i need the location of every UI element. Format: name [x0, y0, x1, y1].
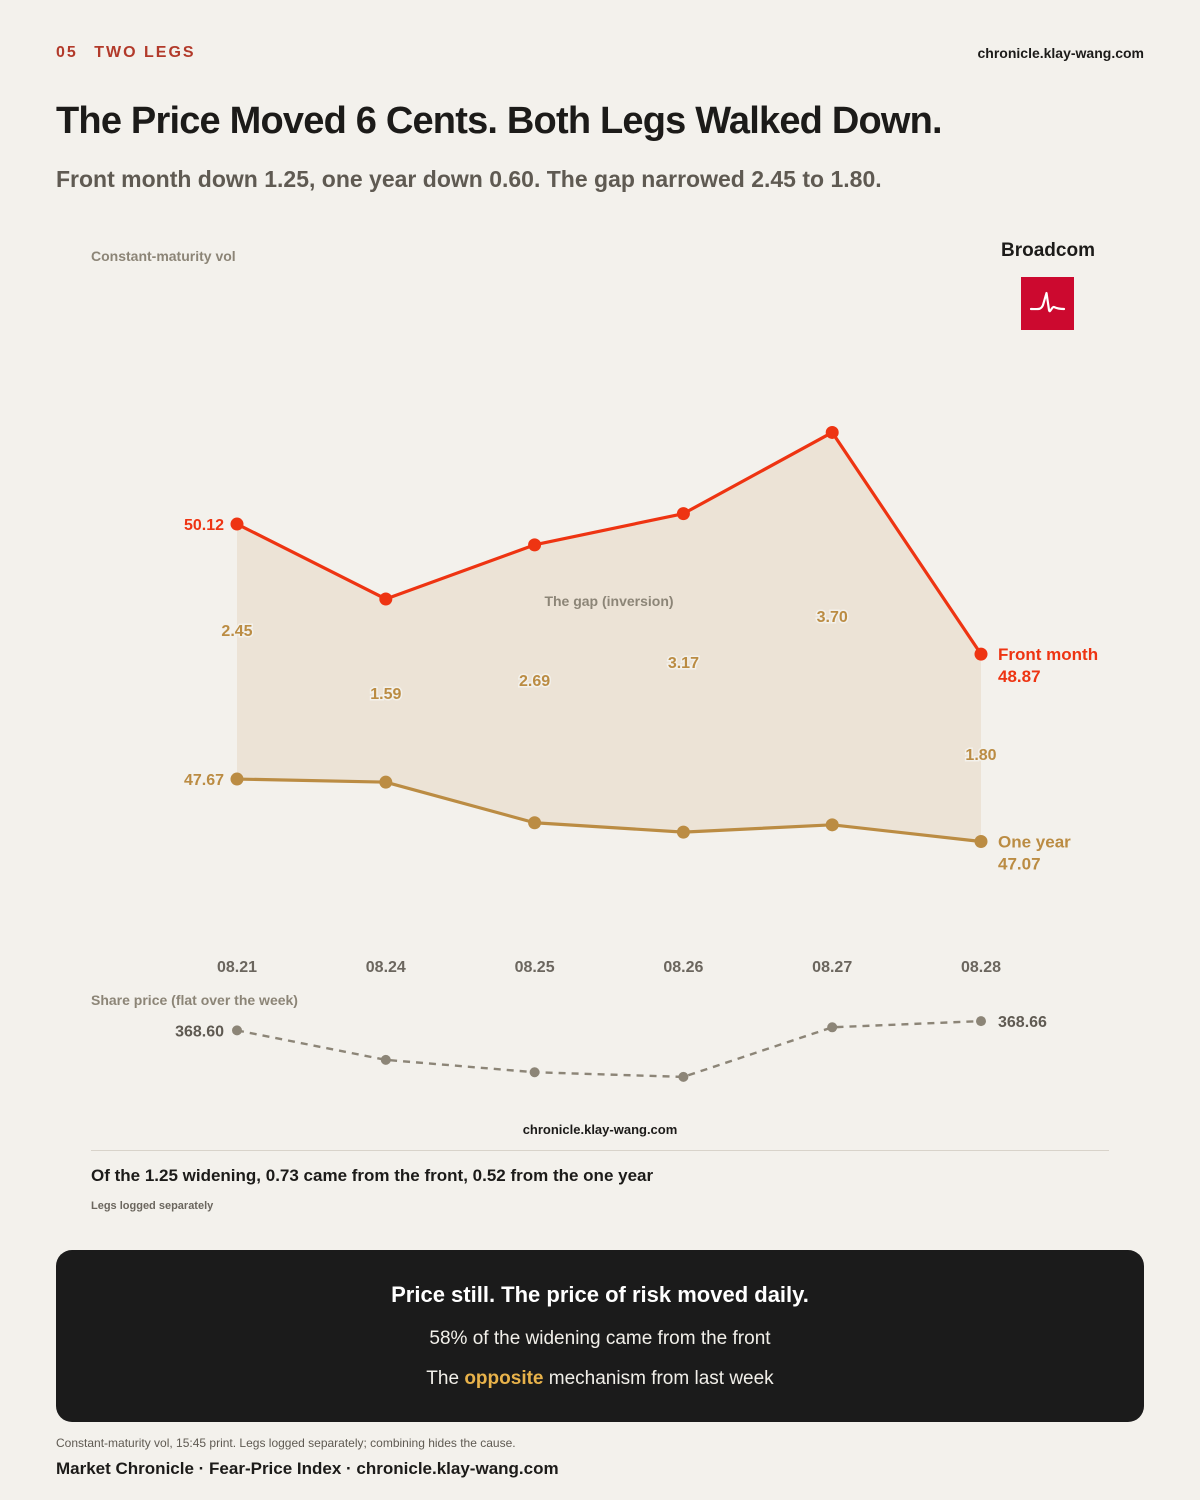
gap-value-label: 1.59 — [370, 686, 401, 703]
share-price-label: Share price (flat over the week) — [91, 992, 298, 1008]
x-tick-label: 08.24 — [366, 959, 406, 976]
attribution-subnote: Legs logged separately — [91, 1200, 214, 1212]
x-tick-label: 08.28 — [961, 959, 1001, 976]
front-month-start-label: 50.12 — [184, 517, 224, 534]
one-year-start-label: 47.67 — [184, 772, 224, 789]
callout-line-2: The opposite mechanism from last week — [56, 1368, 1144, 1390]
headline: The Price Moved 6 Cents. Both Legs Walke… — [56, 100, 943, 142]
x-axis-ticks: 08.21 08.24 08.25 08.26 08.27 08.28 — [217, 959, 1001, 976]
gap-value-label: 1.80 — [965, 747, 996, 764]
callout-line-2-after: mechanism from last week — [548, 1368, 774, 1389]
x-tick-label: 08.27 — [812, 959, 852, 976]
front-month-name-label: Front month — [998, 645, 1098, 664]
one-year-name-label: One year — [998, 832, 1071, 851]
subhead: Front month down 1.25, one year down 0.6… — [56, 166, 882, 192]
summary-callout: Price still. The price of risk moved dai… — [56, 1250, 1144, 1422]
front-month-point — [379, 592, 393, 606]
one-year-series — [230, 772, 988, 848]
front-month-series — [230, 425, 988, 661]
callout-line-1: 58% of the widening came from the front — [429, 1328, 771, 1349]
gap-value-labels: 2.45 1.59 2.69 3.17 3.70 1.80 — [220, 608, 998, 766]
attribution-note: Of the 1.25 widening, 0.73 came from the… — [91, 1166, 654, 1185]
callout-title: Price still. The price of risk moved dai… — [391, 1282, 809, 1307]
share-price-point — [976, 1016, 986, 1027]
brand-name: Broadcom — [1001, 240, 1095, 261]
front-month-point — [825, 425, 839, 439]
one-year-point — [676, 825, 690, 839]
one-year-point — [379, 775, 393, 789]
share-price-line — [236, 1019, 982, 1079]
chart-site-link[interactable]: chronicle.klay-wang.com — [523, 1122, 678, 1137]
footnote: Constant-maturity vol, 15:45 print. Legs… — [56, 1436, 516, 1450]
section-kicker: 05 TWO LEGS — [56, 44, 196, 62]
front-month-point — [230, 517, 244, 531]
front-month-end-value: 48.87 — [998, 667, 1041, 686]
gap-value-label: 2.69 — [519, 673, 550, 690]
one-year-point — [825, 818, 839, 832]
one-year-end-value: 47.07 — [998, 854, 1041, 873]
callout-line-2-before: The — [426, 1368, 460, 1389]
callout-highlight: opposite — [464, 1368, 544, 1389]
one-year-line — [235, 777, 983, 844]
broadcom-pulse-logo-icon — [1021, 277, 1074, 330]
share-price-point — [529, 1067, 540, 1078]
gap-value-label: 3.70 — [817, 609, 848, 626]
x-tick-label: 08.26 — [663, 959, 703, 976]
one-year-point — [974, 834, 988, 848]
site-link-top[interactable]: chronicle.klay-wang.com — [977, 45, 1145, 61]
gap-band — [237, 432, 981, 842]
front-month-point — [528, 538, 542, 552]
gap-value-label: 2.45 — [221, 623, 252, 640]
x-tick-label: 08.21 — [217, 959, 257, 976]
x-tick-label: 08.25 — [515, 959, 555, 976]
footer: Market Chronicle · Fear-Price Index · ch… — [56, 1459, 559, 1478]
section-number: 05 — [56, 44, 78, 61]
divider — [91, 1150, 1109, 1151]
gap-value-label: 3.17 — [668, 655, 699, 672]
share-price-point — [232, 1025, 242, 1036]
one-year-point — [230, 772, 244, 786]
front-month-point — [676, 507, 690, 521]
share-price-series: 368.60 368.66 — [175, 1014, 1047, 1082]
y-axis-label: Constant-maturity vol — [91, 248, 236, 264]
one-year-point — [528, 816, 542, 830]
series-end-labels: 50.12 47.67 Front month 48.87 One year 47.07 — [184, 517, 1098, 873]
front-month-point — [974, 647, 988, 661]
gap-band-label: The gap (inversion) — [544, 593, 673, 609]
share-price-point — [678, 1071, 689, 1082]
front-month-line — [235, 430, 983, 656]
share-price-end-label: 368.66 — [998, 1014, 1047, 1031]
share-price-point — [827, 1022, 838, 1033]
share-price-point — [380, 1054, 391, 1065]
volatility-chart: Constant-maturity vol The gap (inversion… — [91, 248, 1098, 1137]
share-price-start-label: 368.60 — [175, 1023, 224, 1040]
section-label: TWO LEGS — [94, 44, 196, 61]
